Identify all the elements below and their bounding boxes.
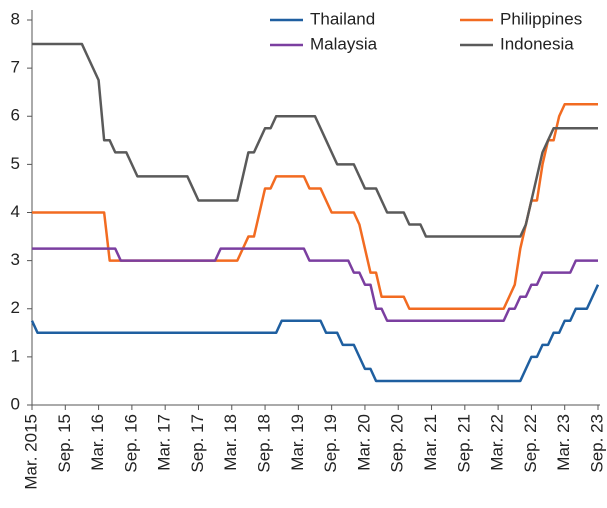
x-tick-label: Sep. 19: [321, 414, 340, 473]
x-tick-label: Mar. 2015: [21, 414, 40, 490]
x-tick-label: Sep. 15: [55, 414, 74, 473]
y-tick-label: 6: [11, 106, 20, 125]
x-tick-label: Mar. 16: [88, 414, 107, 471]
line-series: [30, 284, 600, 383]
x-tick-label: Sep. 23: [587, 414, 606, 473]
y-tick-label: 1: [11, 346, 20, 365]
y-tick-label: 5: [11, 154, 20, 173]
x-tick-label: Mar. 23: [554, 414, 573, 471]
x-tick-label: Sep. 16: [121, 414, 140, 473]
x-tick-label: Sep. 21: [454, 414, 473, 473]
legend-label: Philippines: [500, 9, 582, 28]
y-tick-label: 2: [11, 298, 20, 317]
y-tick-label: 4: [11, 202, 20, 221]
y-tick-label: 8: [11, 9, 20, 28]
line-series: [32, 102, 598, 310]
legend-label: Thailand: [310, 9, 375, 28]
x-tick-label: Sep. 22: [521, 414, 540, 473]
x-tick-label: Mar. 21: [421, 414, 440, 471]
x-tick-label: Mar. 18: [221, 414, 240, 471]
y-tick-label: 0: [11, 394, 20, 413]
x-tick-label: Sep. 20: [388, 414, 407, 473]
x-tick-label: Sep. 17: [188, 414, 207, 473]
legend-label: Indonesia: [500, 34, 574, 53]
legend-label: Malaysia: [310, 34, 378, 53]
x-tick-label: Mar. 19: [288, 414, 307, 471]
x-tick-label: Mar. 20: [354, 414, 373, 471]
line-series: [32, 42, 598, 238]
y-tick-label: 3: [11, 250, 20, 269]
x-tick-label: Mar. 22: [488, 414, 507, 471]
line-series: [32, 247, 598, 323]
y-tick-label: 7: [11, 58, 20, 77]
x-tick-label: Sep. 18: [255, 414, 274, 473]
x-tick-label: Mar. 17: [155, 414, 174, 471]
